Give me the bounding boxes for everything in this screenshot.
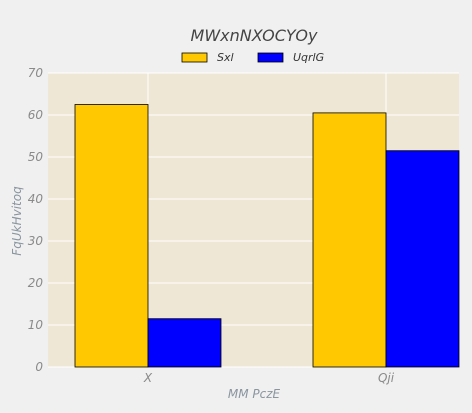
bar-Sxl-X (74, 104, 149, 368)
legend-swatch (257, 52, 284, 63)
y-axis-ticks: 0 10 20 30 40 50 60 70 (28, 66, 44, 374)
y-tick-label: 30 (28, 234, 44, 248)
chart-title: MWxnNXOCYOy (191, 26, 318, 45)
legend-label: UqrlG (293, 51, 324, 64)
legend-swatch (181, 52, 208, 63)
bar-Sxl-Qji (312, 112, 387, 368)
y-tick-label: 60 (28, 108, 44, 122)
x-axis-ticks: X Qji (143, 371, 395, 385)
legend: Sxl UqrlG (181, 51, 324, 64)
y-tick-label: 20 (28, 276, 44, 290)
bar-UqrlG-X (147, 318, 222, 368)
y-tick-label: 10 (28, 318, 44, 332)
x-axis-label: MM PczE (228, 387, 281, 401)
y-axis-label: FqUkHvitoq (10, 186, 24, 256)
y-tick-label: 0 (35, 360, 43, 374)
legend-label: Sxl (217, 51, 234, 64)
y-tick-label: 40 (28, 192, 44, 206)
bar-UqrlG-Qji (385, 150, 460, 368)
x-tick-label: Qji (378, 371, 395, 385)
y-tick-label: 70 (28, 66, 44, 80)
y-tick-label: 50 (28, 150, 44, 164)
bars (74, 104, 460, 368)
x-tick-label: X (143, 371, 153, 385)
